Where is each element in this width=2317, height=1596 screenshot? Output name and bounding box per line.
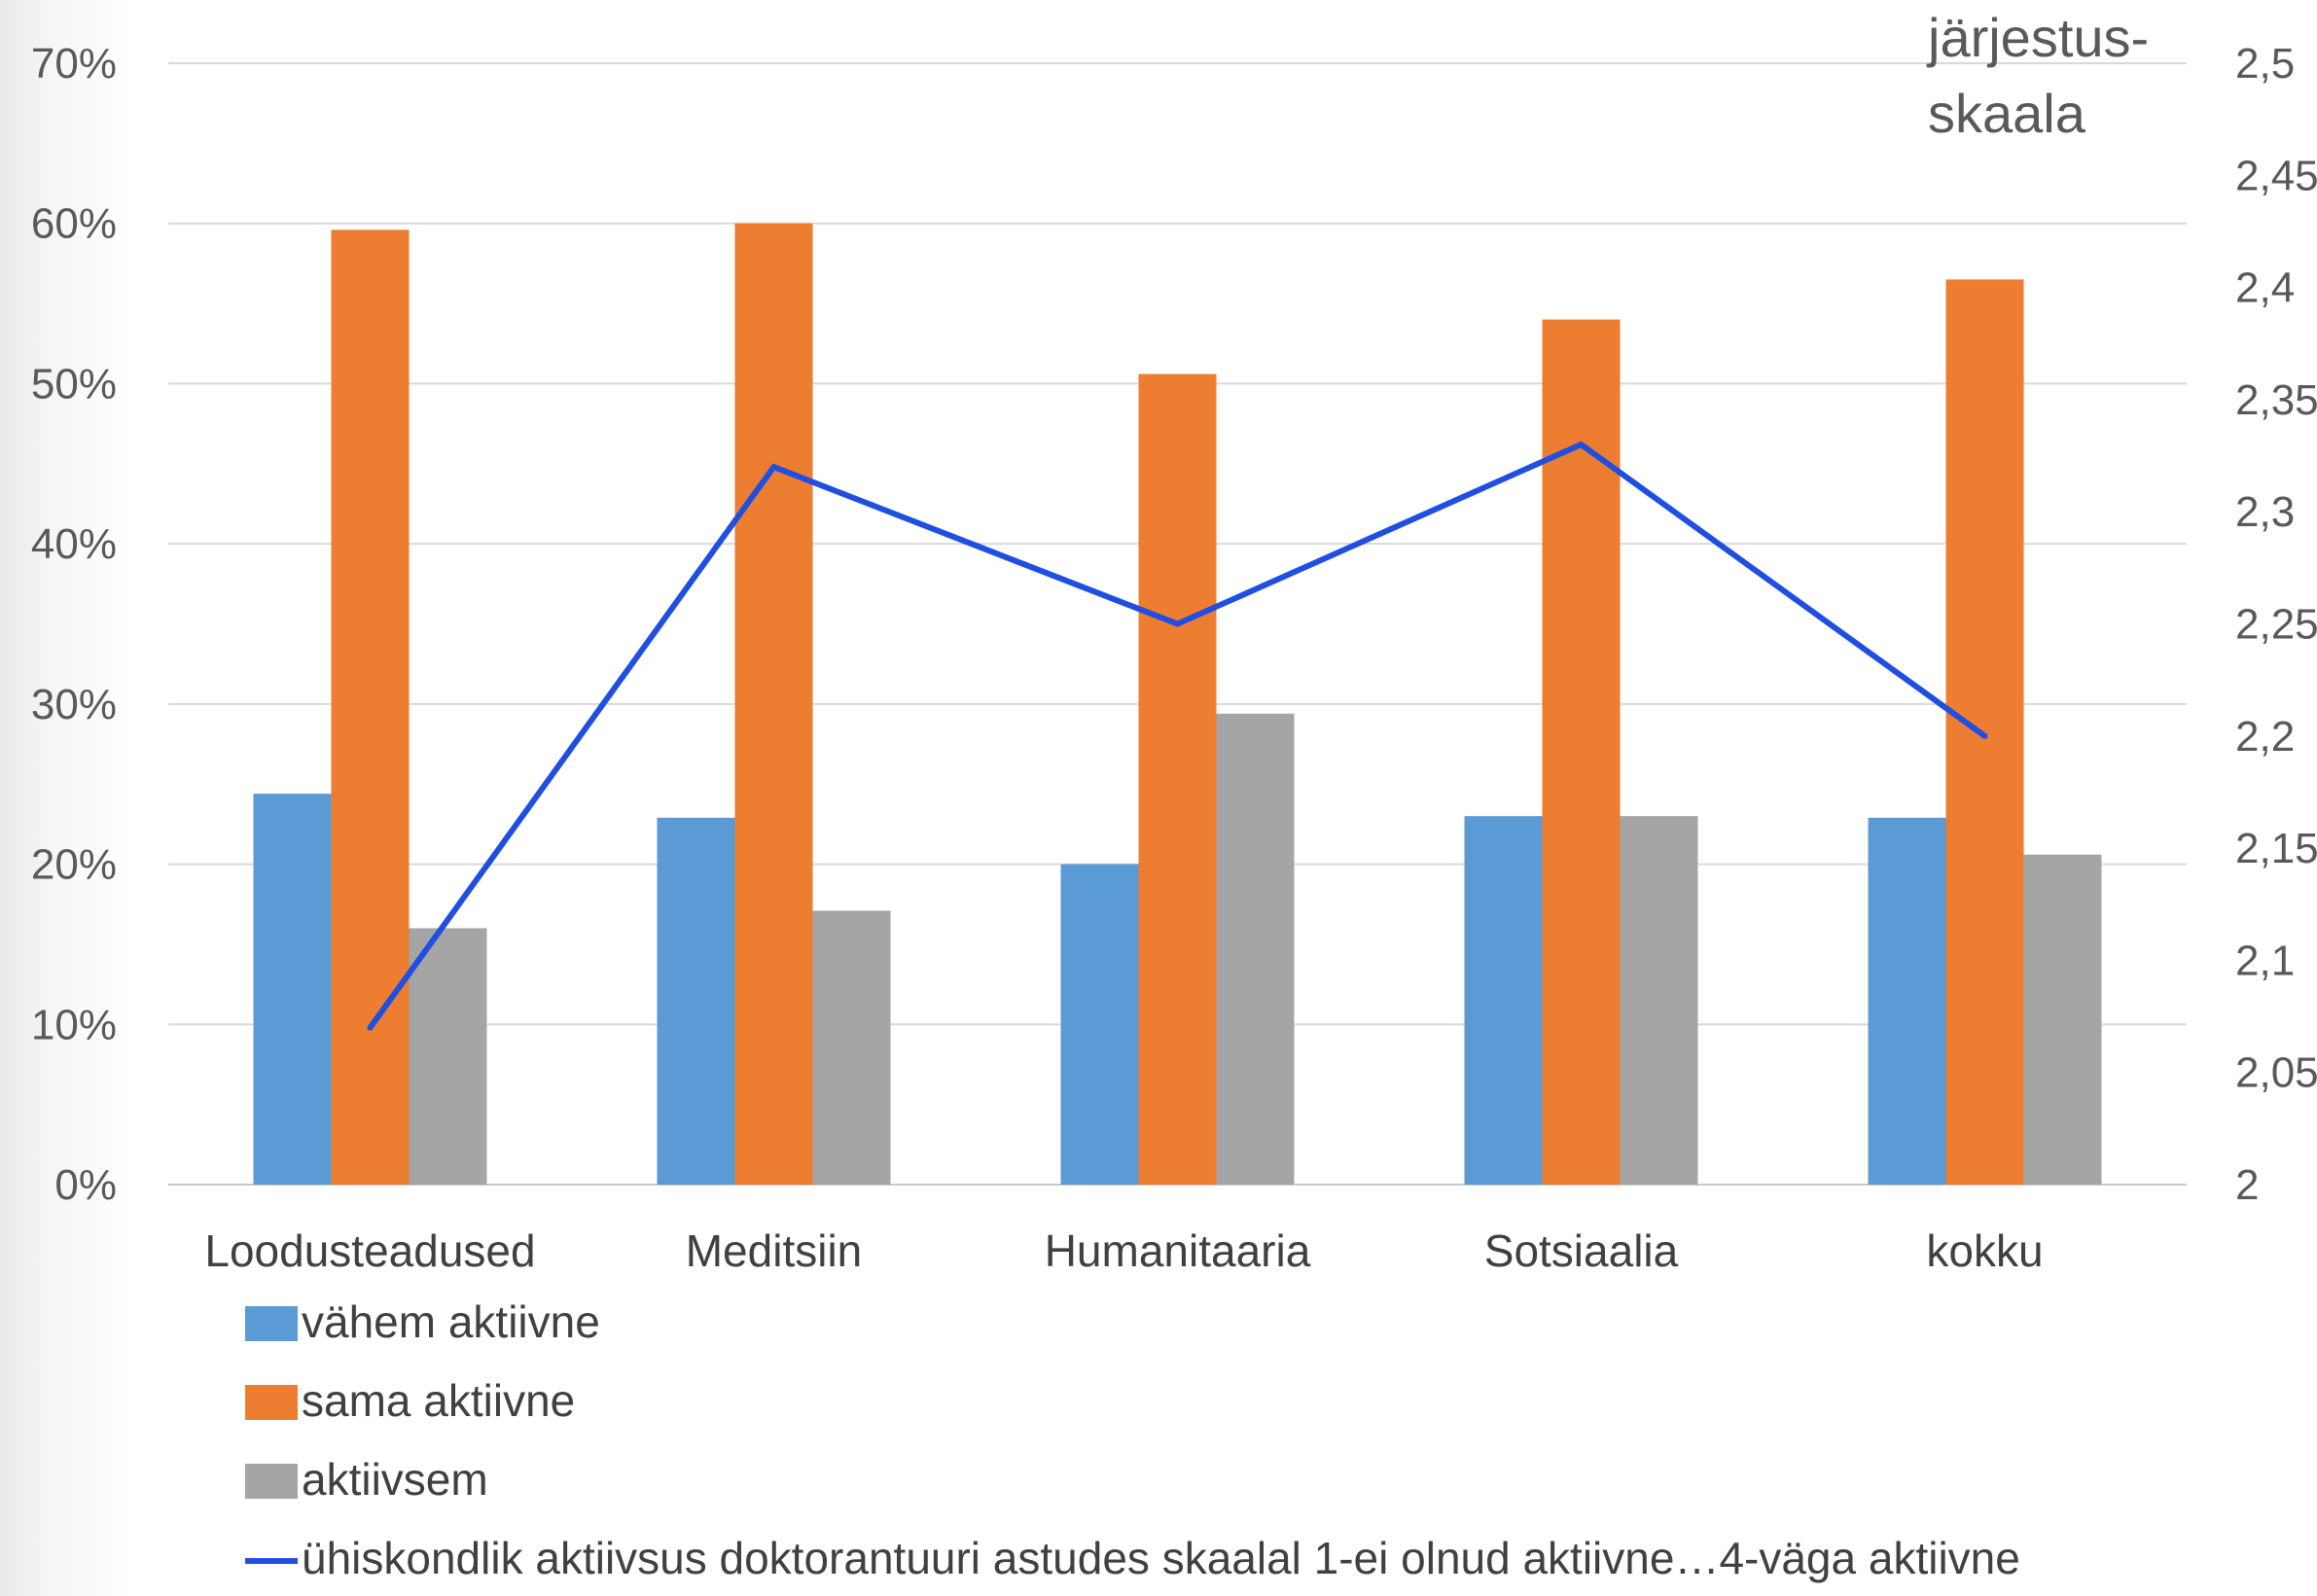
y-right-tick-label: 2,35 — [2235, 376, 2317, 424]
y-right-tick-label: 2 — [2235, 1161, 2259, 1209]
y-right-axis-title: järjestus- — [1926, 7, 2149, 68]
line-point — [1981, 732, 1988, 739]
y-left-tick-label: 40% — [31, 520, 117, 568]
x-category-label: kokku — [1926, 1225, 2043, 1276]
bar-2 — [331, 230, 410, 1185]
bar-3 — [409, 928, 487, 1185]
y-right-tick-label: 2,3 — [2235, 488, 2295, 536]
y-right-tick-label: 2,1 — [2235, 937, 2295, 984]
line-point — [1174, 621, 1181, 627]
x-category-label: Humanitaaria — [1045, 1225, 1311, 1276]
x-category-label: Sotsiaalia — [1484, 1225, 1679, 1276]
bar-2 — [1542, 319, 1621, 1185]
bar-1 — [1060, 864, 1139, 1185]
y-right-tick-label: 2,05 — [2235, 1049, 2317, 1097]
y-left-tick-label: 60% — [31, 200, 117, 248]
y-left-tick-label: 0% — [54, 1161, 117, 1209]
bar-1 — [1464, 816, 1543, 1185]
y-left-tick-label: 30% — [31, 681, 117, 728]
y-right-tick-label: 2,25 — [2235, 601, 2317, 649]
y-left-tick-label: 20% — [31, 841, 117, 889]
legend-label: vähem aktiivne — [302, 1296, 600, 1347]
legend-label: ühiskondlik aktiivsus doktorantuuri astu… — [302, 1533, 2020, 1583]
y-right-tick-label: 2,5 — [2235, 40, 2295, 88]
line-point — [367, 1024, 374, 1031]
y-left-tick-label: 50% — [31, 360, 117, 408]
legend-swatch — [245, 1306, 298, 1341]
legend-label: aktiivsem — [302, 1454, 488, 1505]
x-category-label: Meditsiin — [686, 1225, 863, 1276]
legend-label: sama aktiivne — [302, 1375, 575, 1426]
y-right-tick-label: 2,45 — [2235, 152, 2317, 199]
y-left-tick-label: 10% — [31, 1001, 117, 1048]
y-right-tick-label: 2,15 — [2235, 825, 2317, 872]
y-right-axis-title: skaala — [1928, 83, 2086, 144]
line-point — [770, 464, 777, 471]
bar-2 — [734, 223, 813, 1185]
bar-3 — [1216, 713, 1295, 1185]
legend-swatch — [245, 1464, 298, 1499]
bar-3 — [1620, 816, 1698, 1185]
y-right-tick-label: 2,4 — [2235, 265, 2295, 312]
bar-1 — [657, 817, 735, 1185]
bar-2 — [1138, 373, 1217, 1185]
x-category-label: Loodusteadused — [204, 1225, 535, 1276]
bar-3 — [2023, 854, 2102, 1185]
line-point — [1578, 442, 1585, 448]
legend-swatch — [245, 1385, 298, 1420]
y-left-tick-label: 70% — [31, 40, 117, 88]
bar-3 — [812, 910, 891, 1185]
bar-1 — [1868, 817, 1946, 1185]
bar-2 — [1945, 279, 2024, 1186]
bar-1 — [253, 794, 332, 1185]
y-right-tick-label: 2,2 — [2235, 713, 2295, 761]
